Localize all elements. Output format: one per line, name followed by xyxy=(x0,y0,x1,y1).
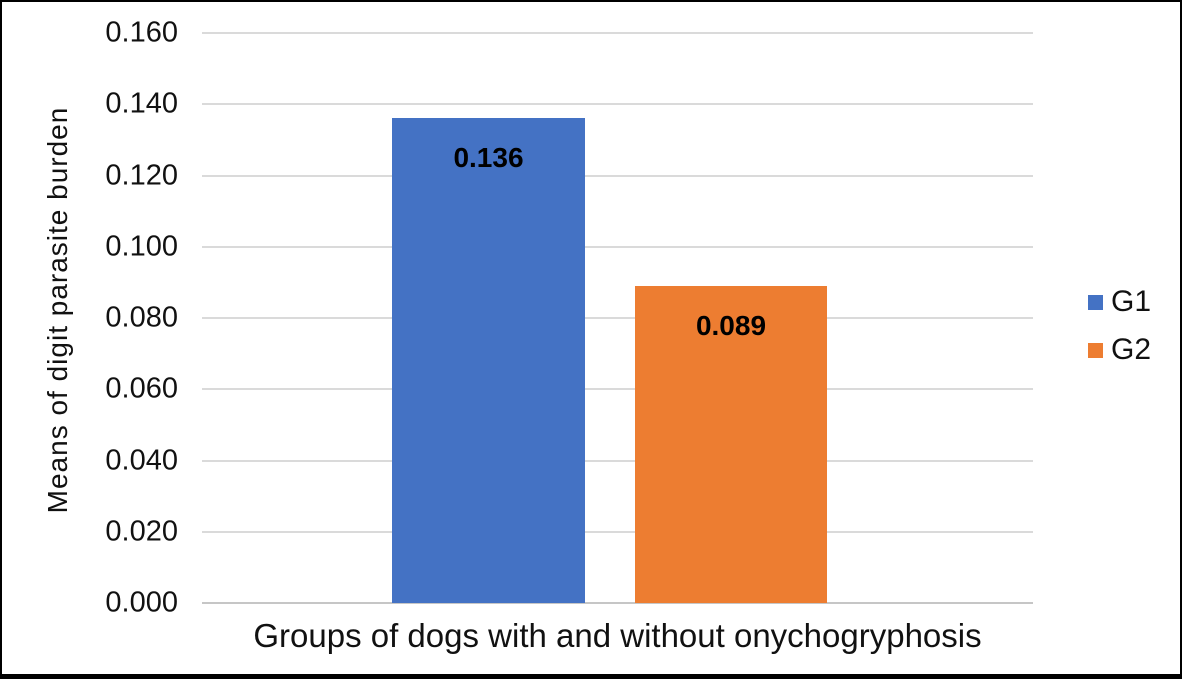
y-tick-label: 0.040 xyxy=(105,444,178,476)
x-axis-title: Groups of dogs with and without onychogr… xyxy=(253,617,982,654)
legend-item-g2[interactable]: G2 xyxy=(1088,333,1151,367)
bar-data-label: 0.089 xyxy=(695,310,767,341)
legend: G1 G2 xyxy=(1088,285,1151,367)
y-tick-label: 0.160 xyxy=(105,16,178,49)
y-axis-tick-labels: 0.160 0.140 0.120 0.100 0.080 0.060 0.040 0.020… xyxy=(2,17,178,619)
y-tick-label: 0.100 xyxy=(105,230,178,263)
gridline xyxy=(202,103,1033,106)
gridline xyxy=(202,530,1033,533)
legend-label: G1 xyxy=(1111,285,1152,318)
legend-item-g1[interactable]: G1 xyxy=(1088,285,1151,319)
y-tick-label: 0.120 xyxy=(105,159,178,191)
gridline xyxy=(202,317,1033,319)
y-tick-label: 0.080 xyxy=(105,301,178,334)
bar-g2[interactable]: 0.089 xyxy=(635,286,827,603)
gridline xyxy=(202,245,1033,248)
gridline xyxy=(202,32,1033,34)
gridline xyxy=(202,388,1033,391)
gridline xyxy=(202,459,1033,462)
legend-label: G2 xyxy=(1111,333,1152,366)
y-tick-label: 0.140 xyxy=(105,87,178,120)
y-tick-label: 0.000 xyxy=(105,586,178,619)
gridline xyxy=(202,174,1033,177)
legend-swatch-icon xyxy=(1088,294,1103,310)
bar-g1[interactable]: 0.136 xyxy=(392,118,585,603)
x-axis-line xyxy=(202,602,1033,604)
y-tick-label: 0.060 xyxy=(105,372,178,405)
y-tick-label: 0.020 xyxy=(105,515,178,548)
bar-data-label: 0.136 xyxy=(453,142,524,173)
legend-swatch-icon xyxy=(1088,342,1103,358)
plot-area: 0.136 0.089 xyxy=(202,32,1033,604)
